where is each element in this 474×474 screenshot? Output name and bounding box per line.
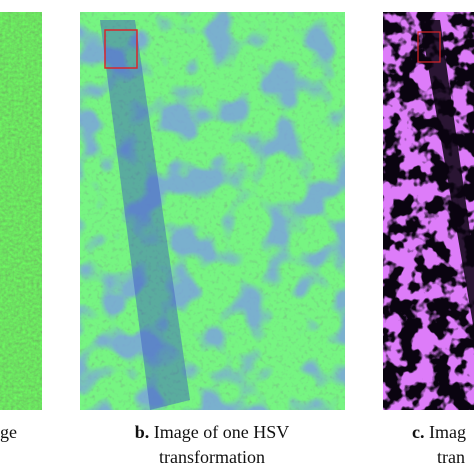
caption-b-line: b. Image of one HSV — [135, 422, 289, 442]
caption-b-text: Image of one HSV — [154, 422, 289, 442]
caption-c-text: Imag — [429, 422, 466, 442]
panel-b-image — [80, 12, 345, 410]
caption-c-line: c. Imag — [412, 422, 466, 442]
caption-b-line: transformation — [159, 447, 265, 467]
caption-b-label: b. — [135, 422, 150, 442]
caption-c-label: c. — [412, 422, 425, 442]
caption-c-line: tran — [437, 447, 465, 467]
caption-a-line: ge — [0, 422, 17, 442]
panel-a-image — [0, 12, 42, 410]
panel-c-image — [383, 12, 474, 410]
